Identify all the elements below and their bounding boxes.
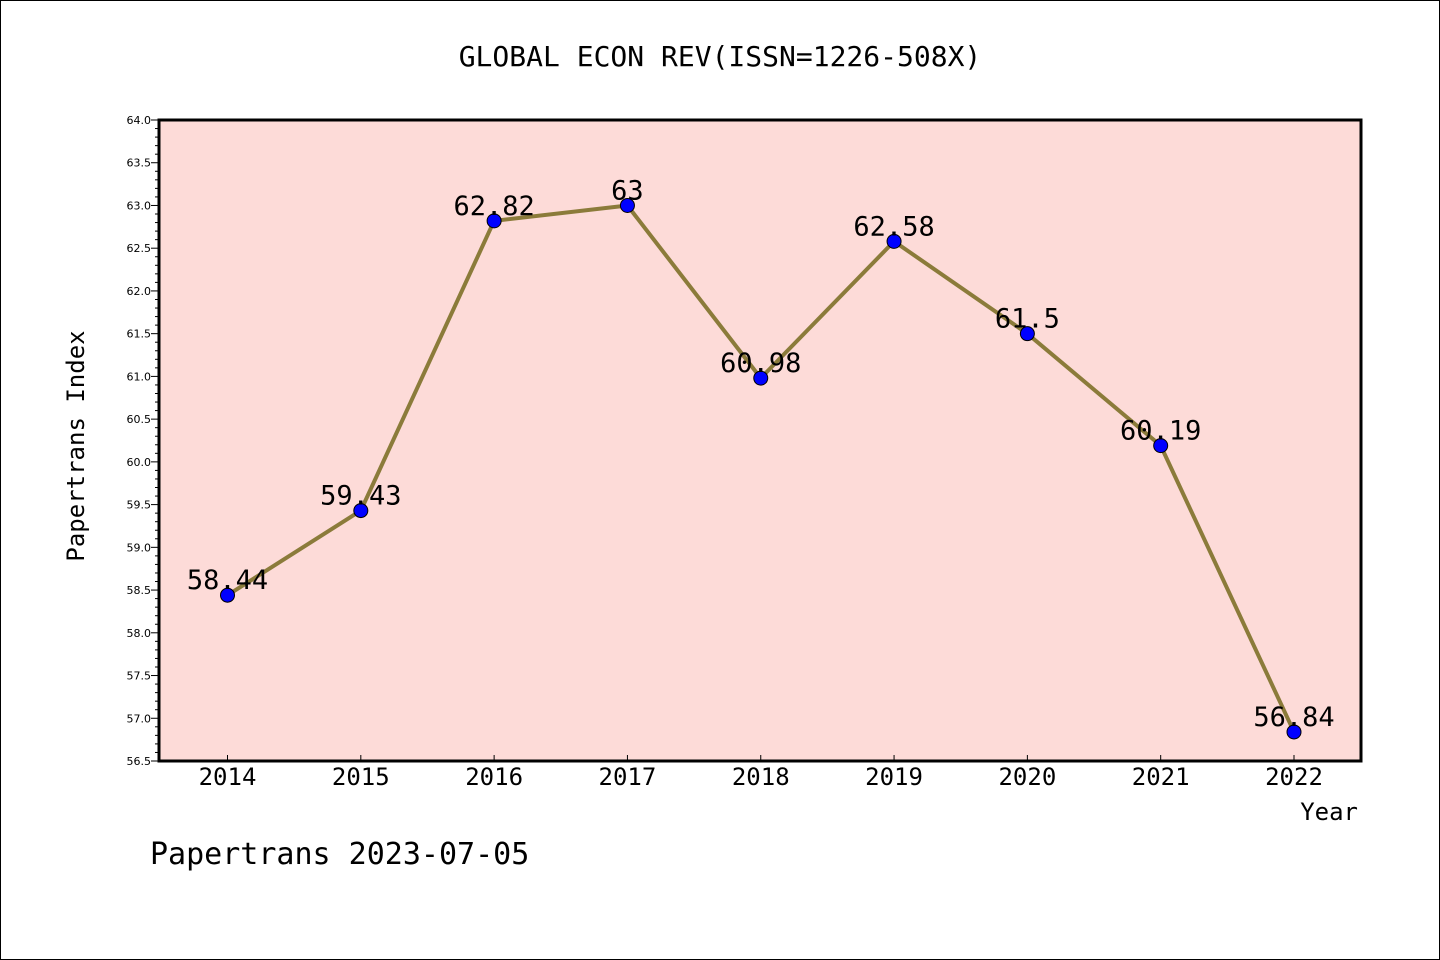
y-axis: 56.5 57.0 57.5 58.0 58.5 59.0 59.5 60.0 60.5 61.0… [127, 114, 159, 768]
y-tick-label: 63.5 [127, 157, 152, 170]
y-tick-label: 62.0 [127, 285, 152, 298]
y-tick-label: 58.5 [127, 584, 152, 597]
data-label: 62.82 [453, 191, 534, 222]
data-label: 60.19 [1120, 416, 1201, 447]
y-tick-label: 59.5 [127, 499, 152, 512]
footer-text: Papertrans 2023-07-05 [150, 837, 529, 872]
y-tick-label: 61.0 [127, 370, 152, 383]
x-tick-label: 2021 [1132, 763, 1190, 791]
data-label: 59.43 [320, 481, 401, 512]
y-tick-label: 64.0 [127, 114, 152, 127]
y-tick-label: 57.0 [127, 712, 152, 725]
y-tick-label: 62.5 [127, 242, 152, 255]
x-tick-label: 2016 [465, 763, 523, 791]
data-point [353, 503, 369, 519]
y-axis-label: Papertrans Index [62, 330, 90, 561]
data-point [1153, 438, 1169, 454]
chart-title: GLOBAL ECON REV(ISSN=1226-508X) [459, 40, 982, 73]
data-label: 63 [611, 175, 644, 206]
x-tick-label: 2015 [332, 763, 390, 791]
data-label: 62.58 [853, 211, 934, 242]
data-point [486, 213, 502, 229]
y-tick-label: 58.0 [127, 627, 152, 640]
y-tick-label: 63.0 [127, 199, 152, 212]
data-point [1019, 326, 1035, 342]
data-label: 58.44 [187, 565, 268, 596]
x-tick-label: 2017 [599, 763, 657, 791]
x-tick-label: 2019 [865, 763, 923, 791]
data-label: 60.98 [720, 348, 801, 379]
series-group [220, 197, 1302, 740]
x-tick-label: 2014 [199, 763, 257, 791]
x-axis: 2014 2015 2016 2017 2018 2019 2020 2021 2022 [199, 755, 1323, 791]
x-tick-label: 2018 [732, 763, 790, 791]
data-label: 56.84 [1253, 702, 1334, 733]
y-tick-label: 57.5 [127, 670, 152, 683]
data-point [220, 587, 235, 603]
y-tick-label: 59.0 [127, 541, 152, 554]
data-point [619, 197, 635, 213]
data-point [753, 370, 769, 386]
y-tick-label: 60.5 [127, 413, 152, 426]
y-tick-label: 56.5 [127, 755, 152, 768]
x-tick-label: 2022 [1265, 763, 1323, 791]
data-label: 61.5 [995, 304, 1060, 335]
data-label-group: 58.44 59.43 62.82 63 60.98 62.58 61.5 60.19 56.8… [187, 175, 1335, 732]
x-tick-label: 2020 [998, 763, 1056, 791]
x-axis-label: Year [1300, 798, 1358, 826]
data-point [1286, 724, 1302, 740]
y-tick-label: 60.0 [127, 456, 152, 469]
y-tick-label: 61.5 [127, 328, 152, 341]
data-point [886, 233, 902, 249]
